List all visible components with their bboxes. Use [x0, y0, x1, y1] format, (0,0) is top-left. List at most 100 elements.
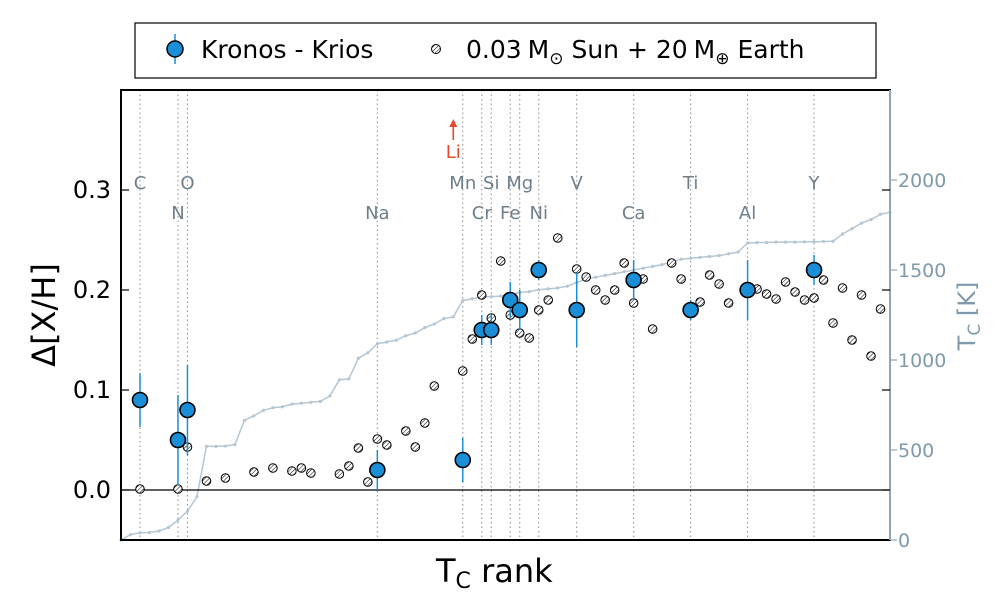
legend-frame — [134, 22, 877, 79]
tc-point-78 — [859, 221, 864, 225]
obs-point-13 — [739, 281, 756, 299]
tc-point-59 — [679, 257, 683, 261]
tc-point-68 — [764, 240, 769, 245]
element-label-Ti: Ti — [682, 173, 698, 194]
model-point-52 — [799, 295, 810, 305]
tc-point-62 — [708, 254, 712, 259]
right-y-axis-title: TC [K] — [953, 282, 985, 352]
tc-point-64 — [727, 252, 731, 256]
model-point-1 — [173, 484, 183, 494]
obs-point-11 — [625, 271, 642, 289]
legend-label-series2: 0.03 M⊙ Sun + 20 M⊕ Earth — [466, 35, 805, 69]
tc-point-33 — [432, 322, 436, 326]
tc-point-31 — [413, 331, 417, 335]
model-point-9 — [306, 468, 316, 478]
model-point-50 — [780, 277, 791, 287]
tc-point-57 — [660, 263, 664, 267]
tc-point-36 — [461, 299, 465, 303]
right-tick-label: 500 — [898, 440, 934, 462]
model-point-54 — [818, 275, 829, 285]
model-point-15 — [382, 440, 392, 450]
model-point-3 — [201, 476, 212, 486]
tc-point-72 — [802, 240, 807, 244]
tc-point-9 — [204, 444, 209, 448]
tc-point-25 — [356, 356, 360, 360]
tc-point-77 — [850, 227, 854, 231]
obs-point-0 — [131, 391, 149, 409]
left-tick-label: 0.1 — [73, 376, 111, 404]
model-point-55 — [828, 318, 838, 328]
tc-point-73 — [812, 240, 816, 244]
obs-point-1 — [169, 431, 187, 449]
y-axis-title: Δ[X/H] — [25, 263, 63, 367]
model-point-59 — [866, 351, 876, 361]
model-point-60 — [875, 304, 886, 314]
tc-point-30 — [404, 334, 408, 338]
model-point-27 — [524, 333, 535, 343]
tc-point-47 — [565, 284, 569, 288]
obs-point-4 — [454, 451, 472, 469]
model-point-56 — [837, 283, 848, 293]
tc-point-5 — [166, 525, 171, 530]
tc-point-65 — [736, 250, 740, 254]
tc-point-75 — [831, 239, 835, 243]
model-point-31 — [571, 264, 582, 274]
model-point-44 — [714, 279, 724, 289]
obs-point-10 — [568, 301, 586, 319]
tc-point-16 — [271, 406, 275, 410]
tc-point-22 — [328, 394, 332, 398]
model-point-7 — [287, 466, 297, 476]
observed-series — [131, 255, 823, 490]
tc-point-26 — [366, 351, 370, 355]
right-tick-label: 0 — [898, 530, 910, 552]
model-point-19 — [429, 381, 440, 391]
tc-point-1 — [128, 533, 133, 537]
tc-point-27 — [375, 342, 379, 346]
tc-point-60 — [689, 256, 693, 260]
li-arrow-head — [449, 119, 458, 127]
model-point-36 — [619, 258, 629, 268]
tc-point-3 — [147, 530, 152, 535]
tc-point-43 — [527, 290, 531, 294]
tc-point-11 — [223, 444, 228, 448]
tc-point-6 — [176, 518, 180, 522]
model-point-14 — [372, 434, 383, 444]
model-point-21 — [467, 334, 478, 344]
model-point-53 — [809, 293, 819, 303]
tc-point-51 — [603, 273, 607, 277]
obs-point-8 — [511, 301, 529, 319]
model-point-33 — [590, 285, 601, 295]
model-point-49 — [771, 294, 781, 304]
tc-point-7 — [185, 509, 190, 513]
model-point-20 — [457, 366, 468, 376]
tc-point-17 — [280, 405, 284, 409]
legend-marker-series1 — [166, 40, 184, 58]
tc-point-35 — [451, 315, 455, 319]
model-point-0 — [135, 484, 145, 494]
model-point-13 — [363, 477, 373, 487]
right-tick-label: 2000 — [898, 170, 946, 192]
model-point-28 — [533, 305, 544, 315]
element-label-C: C — [134, 173, 147, 194]
tc-point-37 — [470, 297, 474, 301]
right-tick-label: 1000 — [898, 350, 946, 372]
left-tick-label: 0.0 — [73, 476, 111, 504]
model-point-5 — [249, 467, 259, 477]
model-point-58 — [856, 290, 867, 300]
tc-point-40 — [499, 294, 503, 298]
tc-point-19 — [299, 401, 303, 405]
model-point-57 — [847, 335, 857, 345]
model-point-10 — [334, 469, 345, 479]
element-label-N: N — [171, 203, 184, 224]
tc-point-66 — [745, 241, 750, 245]
tc-point-70 — [783, 240, 788, 244]
tc-point-79 — [869, 218, 873, 222]
tc-point-18 — [290, 402, 294, 406]
tc-point-46 — [556, 286, 560, 290]
tc-point-63 — [717, 254, 721, 258]
tc-point-24 — [347, 377, 351, 381]
tc-point-67 — [755, 241, 759, 245]
legend-label-series1: Kronos - Krios — [201, 35, 373, 64]
model-point-43 — [704, 270, 715, 280]
